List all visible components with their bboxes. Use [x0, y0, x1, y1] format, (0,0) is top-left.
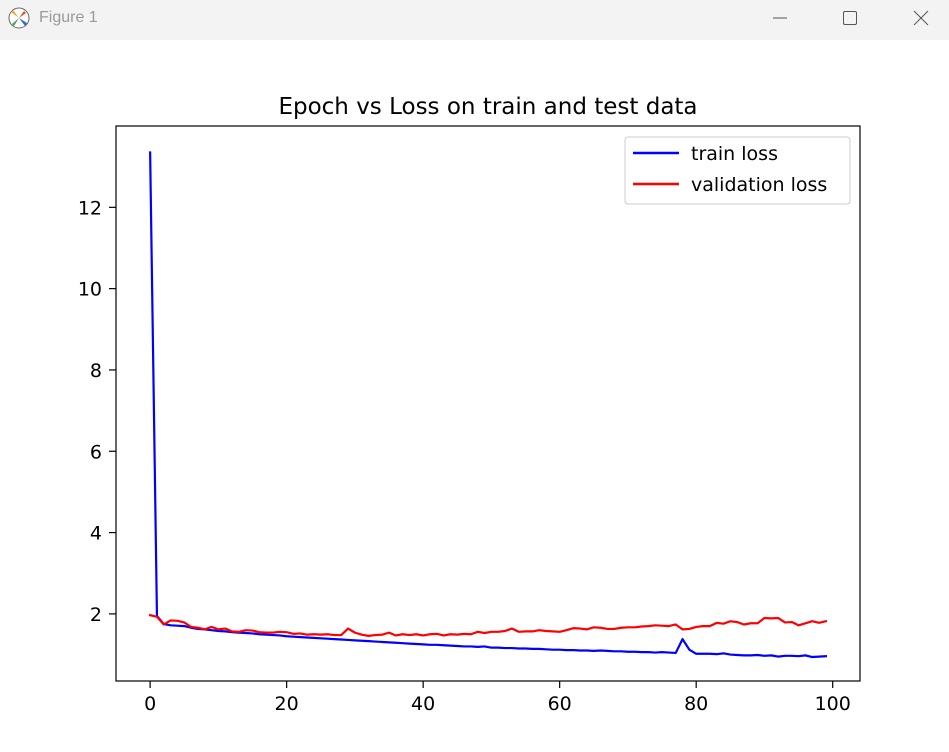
minimize-icon	[773, 17, 787, 19]
x-tick-label: 60	[548, 693, 572, 715]
x-tick-label: 100	[815, 693, 851, 715]
y-tick-label: 2	[90, 604, 102, 626]
y-tick-label: 12	[78, 197, 102, 219]
minimize-button[interactable]	[757, 0, 803, 36]
x-tick-label: 20	[275, 693, 299, 715]
legend-train-label: train loss	[691, 143, 778, 165]
maximize-button[interactable]	[827, 0, 873, 36]
maximize-icon	[843, 11, 857, 25]
chart: Epoch vs Loss on train and test data 0 20…	[78, 94, 861, 715]
y-tick-label: 6	[90, 441, 102, 463]
x-tick-label: 0	[144, 693, 156, 715]
figure-canvas: Epoch vs Loss on train and test data 0 20…	[0, 40, 949, 748]
series-train-loss-line	[149, 151, 828, 659]
legend-validation-label: validation loss	[691, 174, 827, 196]
plot-frame	[115, 125, 861, 682]
window-title: Figure 1	[39, 9, 98, 26]
x-tick-label: 80	[684, 693, 708, 715]
y-tick-label: 4	[90, 523, 102, 545]
close-icon	[913, 10, 929, 26]
series-validation-loss-line	[148, 613, 828, 637]
y-tick-label: 8	[90, 360, 102, 382]
close-button[interactable]	[898, 0, 944, 36]
matplotlib-icon[interactable]	[7, 6, 31, 30]
chart-title: Epoch vs Loss on train and test data	[278, 94, 697, 120]
x-tick-label: 40	[411, 693, 435, 715]
legend: train loss validation loss	[624, 136, 851, 205]
legend-box	[624, 136, 851, 205]
window-titlebar: Figure 1	[0, 0, 949, 40]
y-tick-label: 10	[78, 279, 102, 301]
